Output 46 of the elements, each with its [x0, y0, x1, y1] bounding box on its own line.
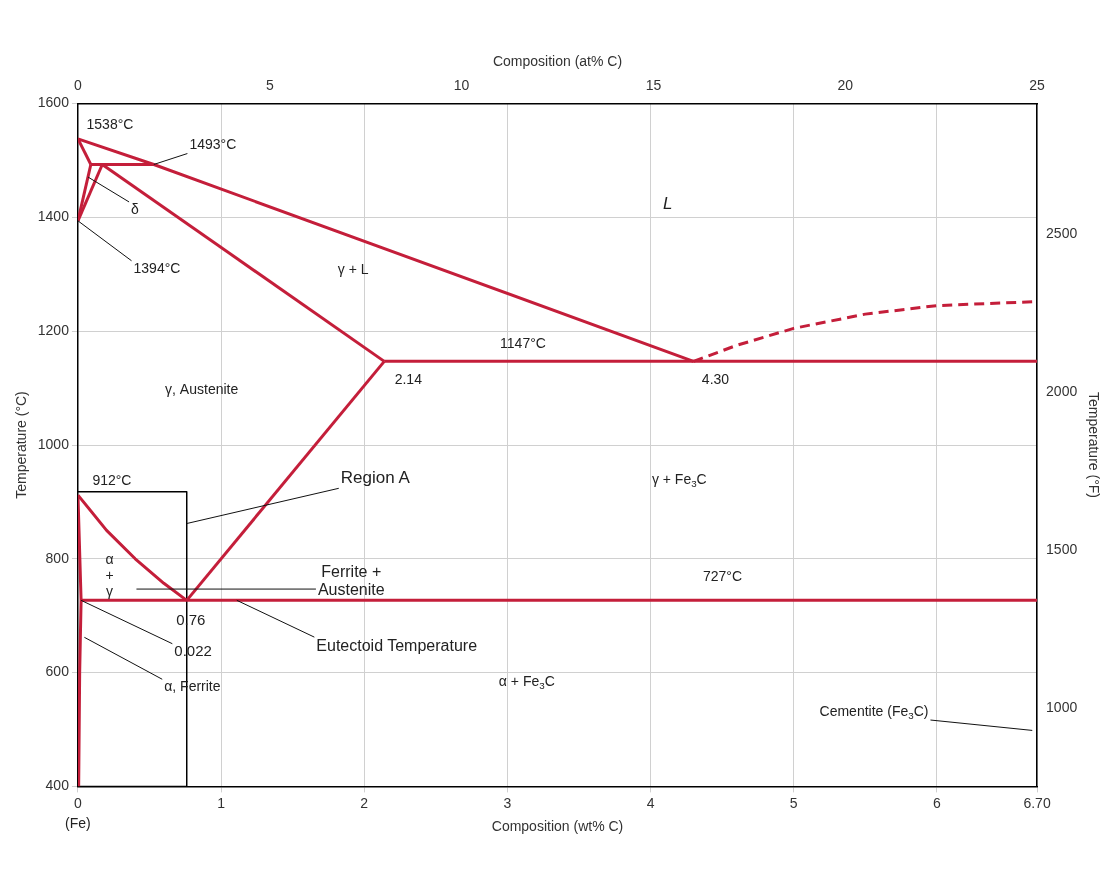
annotation: 1538°C: [86, 115, 134, 132]
x2-tick-label: 0: [74, 77, 83, 94]
annotation: 1493°C: [189, 136, 237, 153]
x2-tick-label: 25: [1029, 77, 1046, 94]
x2-tick-label: 20: [837, 77, 854, 94]
y2-tick-label: 2000: [1046, 382, 1078, 399]
annotation: 1394°C: [133, 259, 181, 276]
y-axis-title: Temperature (°C): [13, 391, 30, 499]
annotation: 727°C: [702, 568, 743, 585]
y-tick-label: 1000: [37, 435, 70, 452]
y2-tick-label: 1500: [1046, 540, 1078, 557]
x-tick-label: 4: [646, 794, 655, 811]
y-tick-label: 1200: [37, 322, 70, 339]
annotation: δ: [131, 200, 140, 217]
annotation: 4.30: [701, 371, 730, 388]
x-tick-label: 3: [503, 794, 512, 811]
x-tick-label: 0: [74, 794, 83, 811]
x2-tick-label: 10: [453, 77, 470, 94]
annotation: 2.14: [394, 371, 423, 388]
x-tick-label: 2: [360, 794, 369, 811]
annotation: α + γ: [105, 550, 114, 600]
y-tick-label: 600: [45, 663, 70, 680]
x-tick-label: 1: [217, 794, 226, 811]
y2-tick-label: 1000: [1046, 698, 1078, 715]
y-tick-label: 800: [45, 549, 70, 566]
y2-tick-label: 2500: [1046, 224, 1078, 241]
x-tick-label: 6: [932, 794, 941, 811]
y-tick-label: 400: [45, 777, 70, 794]
y2-axis-title: Temperature (°F): [1085, 392, 1102, 498]
x-axis-title: Composition (wt% C): [491, 818, 624, 835]
text: (Fe): [65, 815, 91, 832]
y-tick-label: 1400: [37, 208, 70, 225]
annotation: Eutectoid Temperature: [316, 636, 478, 654]
annotation: 912°C: [92, 471, 132, 488]
annotation: L: [663, 193, 673, 213]
annotation: γ, Austenite: [165, 381, 239, 398]
annotation: 1147°C: [500, 335, 546, 352]
x2-axis-title: Composition (at% C): [492, 53, 623, 70]
x2-tick-label: 15: [645, 77, 662, 94]
x-tick-label: 5: [789, 794, 798, 811]
y-tick-label: 1600: [37, 94, 70, 111]
annotation: Region A: [340, 468, 411, 488]
annotation: Ferrite + Austenite: [317, 562, 385, 599]
x2-tick-label: 5: [265, 77, 274, 94]
annotation: γ + L: [337, 261, 369, 278]
x-tick-label: 6.70: [1023, 794, 1051, 811]
